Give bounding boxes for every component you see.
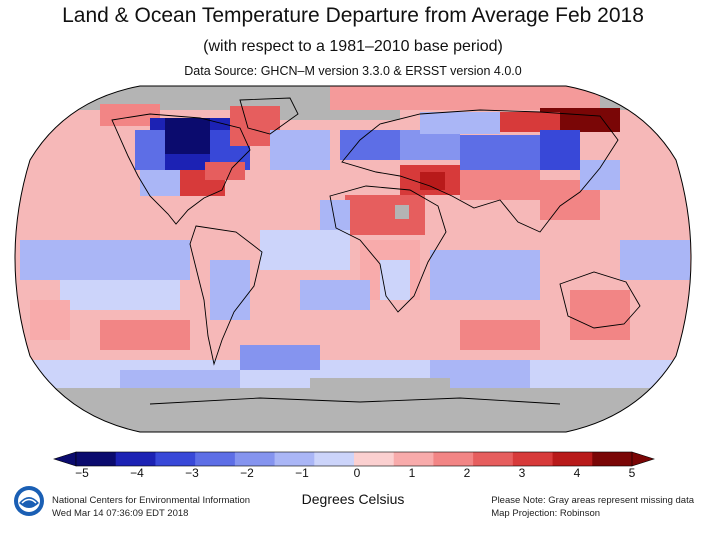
data-source: Data Source: GHCN–M version 3.3.0 & ERSS… xyxy=(184,64,522,78)
map-notes: Please Note: Gray areas represent missin… xyxy=(491,494,694,520)
colorbar-segment xyxy=(354,452,395,466)
colorbar-min-arrow xyxy=(53,451,77,467)
colorbar-tick-label: 5 xyxy=(628,466,636,480)
australia-outline xyxy=(559,271,641,329)
antarctica-outline xyxy=(149,397,561,405)
colorbar-segment xyxy=(552,452,593,466)
noaa-logo-icon xyxy=(14,486,44,516)
colorbar-tick-label: 0 xyxy=(353,466,361,480)
colorbar-units: Degrees Celsius xyxy=(301,491,405,507)
colorbar-segment xyxy=(473,452,514,466)
colorbar-segment xyxy=(115,452,156,466)
colorbar xyxy=(53,451,655,467)
colorbar-segment xyxy=(592,452,633,466)
europe-asia-outline xyxy=(341,109,619,233)
colorbar-tick-label: −3 xyxy=(185,466,199,480)
colorbar-tick-label: 2 xyxy=(463,466,471,480)
colorbar-segment xyxy=(393,452,434,466)
colorbar-tick-label: −5 xyxy=(75,466,89,480)
colorbar-tick-label: 4 xyxy=(573,466,581,480)
colorbar-max-arrow xyxy=(631,451,655,467)
colorbar-tick-label: −4 xyxy=(130,466,144,480)
colorbar-segment xyxy=(76,452,117,466)
colorbar-segment xyxy=(512,452,554,466)
south-america-outline xyxy=(189,225,263,366)
globe-outline xyxy=(14,85,692,433)
africa-outline xyxy=(329,185,447,313)
missing-data-note: Please Note: Gray areas represent missin… xyxy=(491,495,694,506)
coastlines xyxy=(111,97,641,405)
org-info: National Centers for Environmental Infor… xyxy=(52,494,250,520)
anomaly-field xyxy=(15,86,691,432)
timestamp: Wed Mar 14 07:36:09 EDT 2018 xyxy=(52,508,189,519)
colorbar-segment xyxy=(314,452,355,466)
greenland-outline xyxy=(239,97,299,135)
colorbar-segment xyxy=(155,452,196,466)
colorbar-tick-label: 3 xyxy=(518,466,526,480)
map-title: Land & Ocean Temperature Departure from … xyxy=(62,4,644,27)
colorbar-segment xyxy=(274,452,315,466)
colorbar-segment xyxy=(234,452,276,466)
colorbar-segment xyxy=(433,452,474,466)
colorbar-segment xyxy=(195,452,236,466)
org-name: National Centers for Environmental Infor… xyxy=(52,495,251,506)
colorbar-tick-label: −1 xyxy=(295,466,309,480)
colorbar-tick-label: −2 xyxy=(240,466,254,480)
map-subtitle: (with respect to a 1981–2010 base period… xyxy=(203,38,503,55)
projection-note: Map Projection: Robinson xyxy=(491,508,601,519)
north-america-outline xyxy=(111,113,251,225)
colorbar-frame xyxy=(75,451,633,467)
colorbar-tick-label: 1 xyxy=(408,466,416,480)
